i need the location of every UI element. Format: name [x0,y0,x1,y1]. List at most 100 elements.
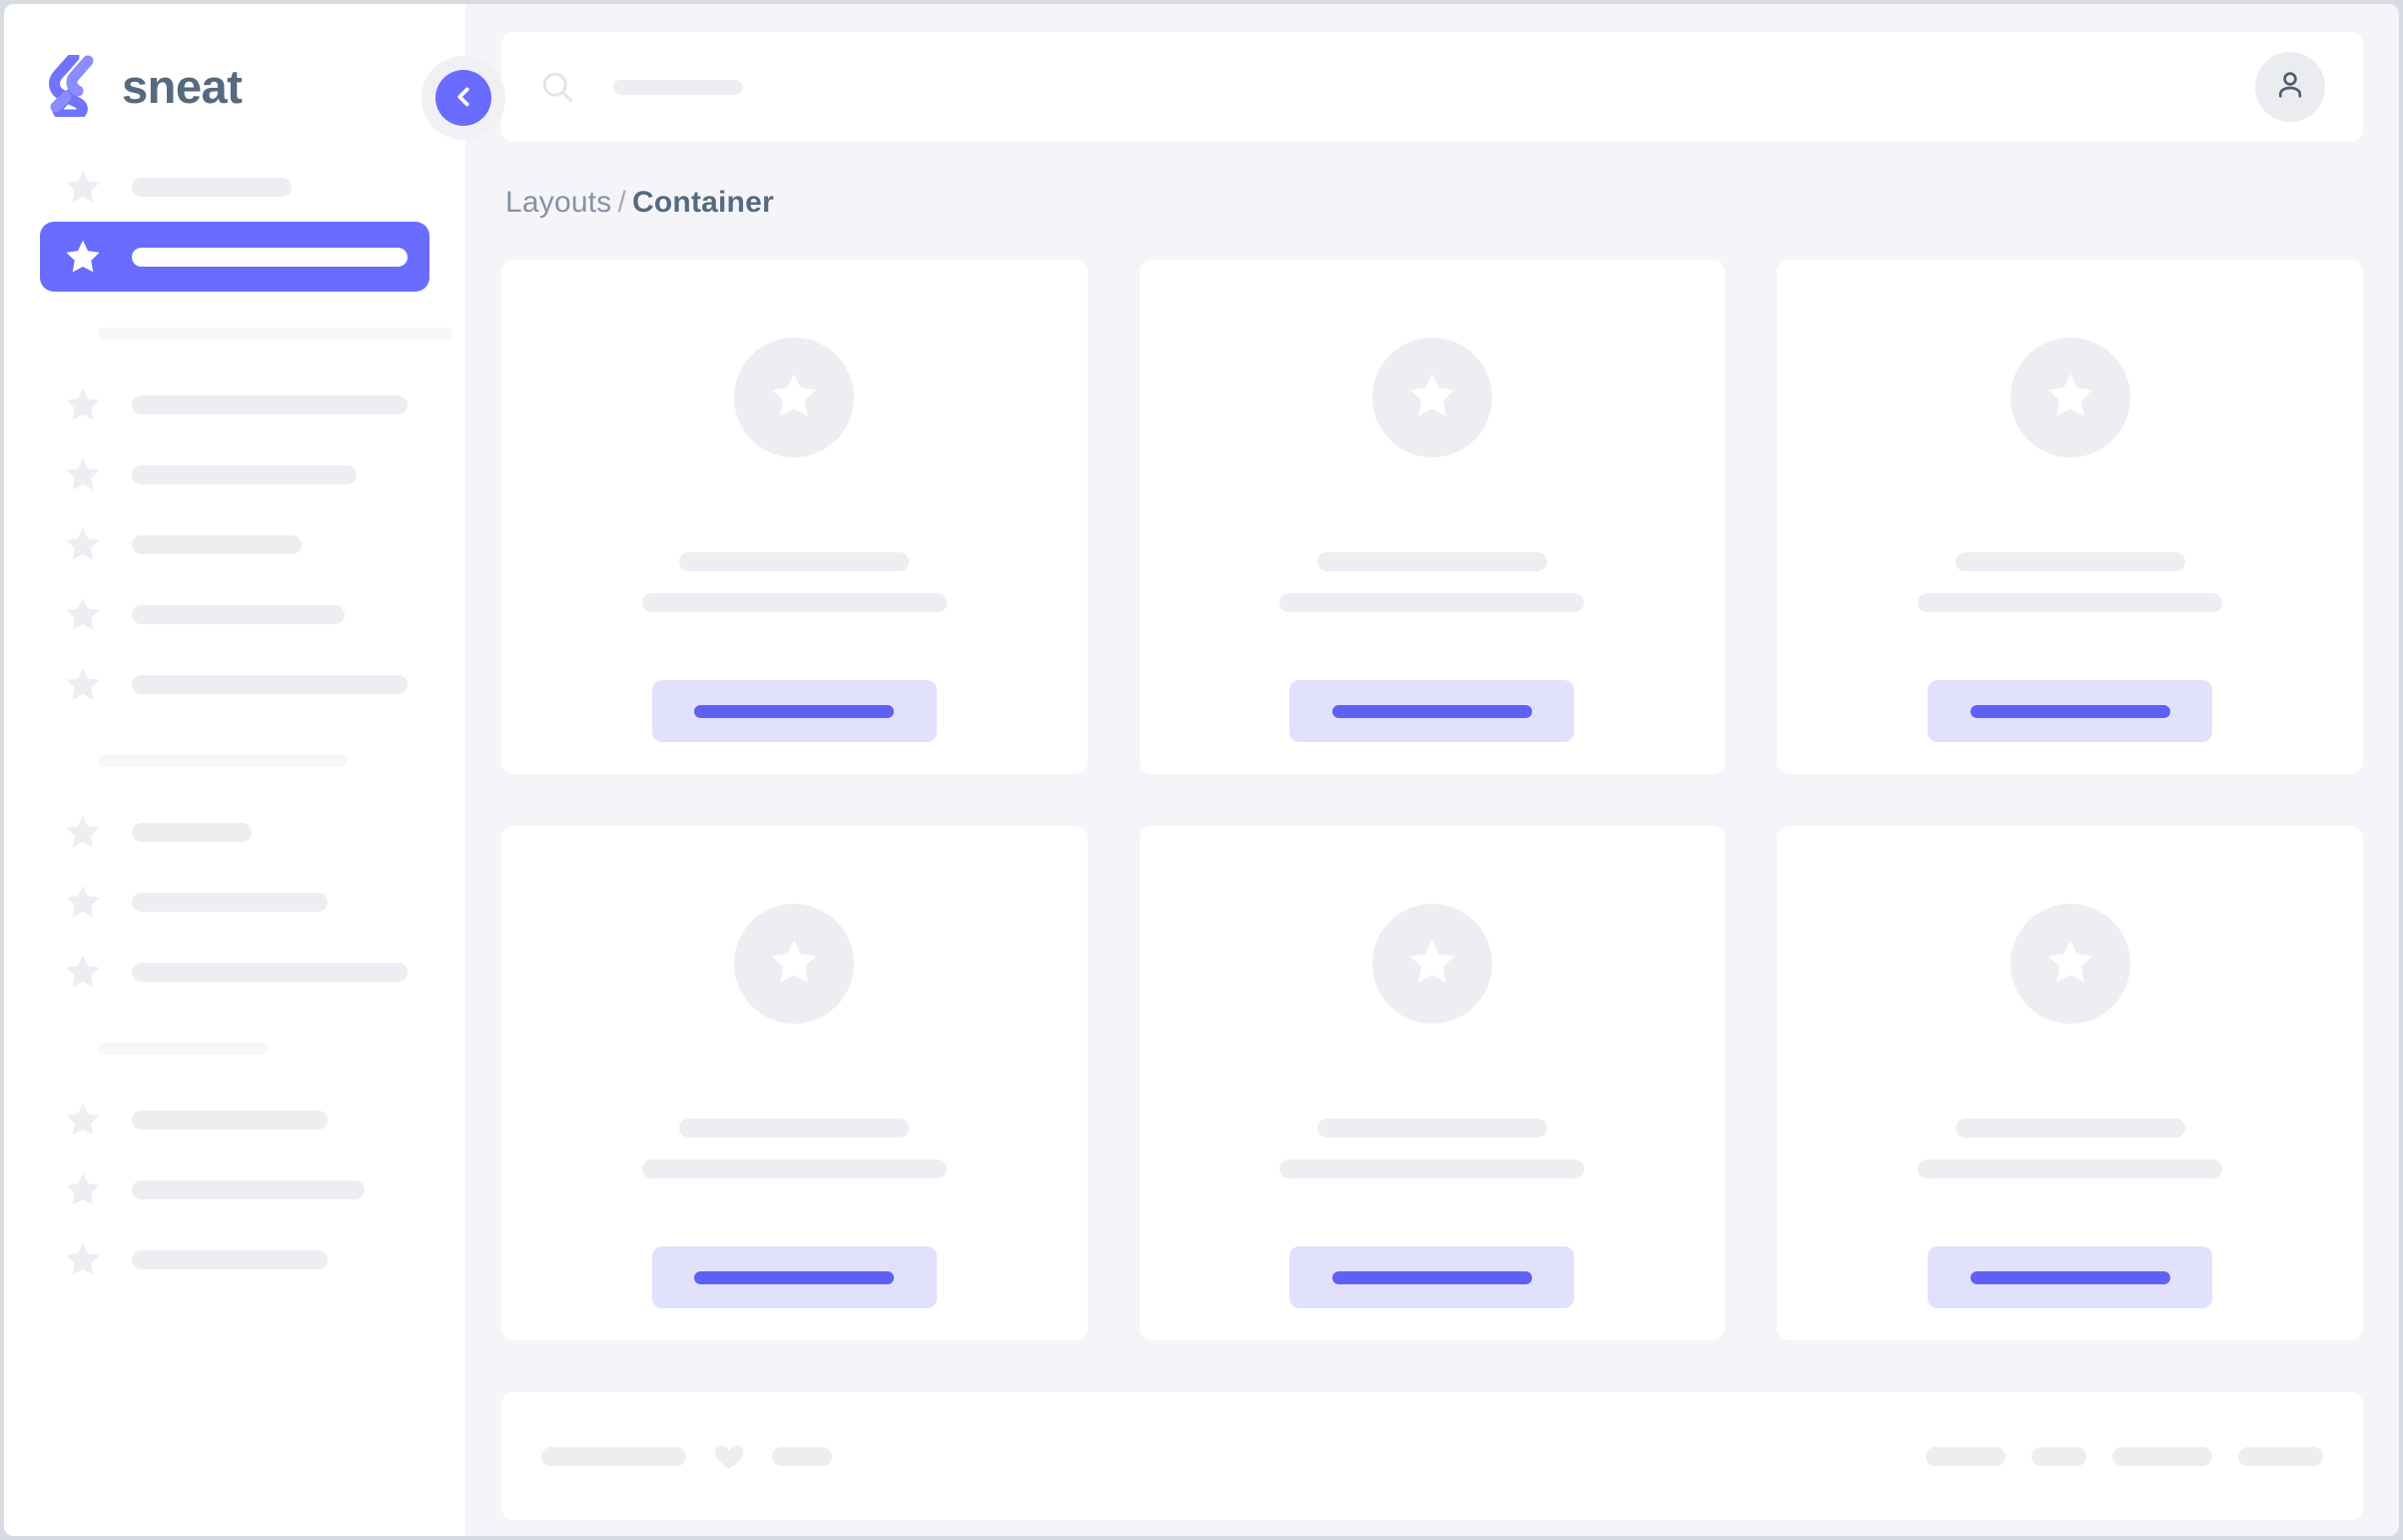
star-icon [62,1168,104,1210]
card-action-button[interactable] [1289,680,1575,742]
content-card [501,826,1088,1340]
breadcrumb: Layouts / Container [505,186,2363,220]
sidebar-item-label [132,464,357,484]
breadcrumb-parent[interactable]: Layouts [505,186,612,219]
footer-text-placeholder [541,1446,686,1466]
sidebar-item[interactable] [40,1085,429,1155]
card-subtitle-placeholder [1279,1159,1585,1178]
card-avatar [734,338,855,457]
sidebar-collapse-button[interactable] [435,70,491,126]
card-action-button-label [694,704,895,718]
user-icon [2272,67,2308,108]
star-icon [62,663,104,705]
card-avatar [1371,338,1492,457]
sidebar-item[interactable] [40,1155,429,1224]
card-action-button[interactable] [651,680,937,742]
sidebar-divider [98,755,348,767]
card-action-button-label [1331,704,1532,718]
star-icon [62,951,104,993]
footer-link-placeholder[interactable] [2031,1446,2086,1466]
card-action-button[interactable] [1289,1246,1575,1308]
card-action-button[interactable] [1928,1246,2213,1308]
star-icon [1404,934,1460,995]
content-card [1777,260,2363,774]
card-title-placeholder [679,552,910,571]
footer-link-placeholder[interactable] [2112,1446,2212,1466]
breadcrumb-current: Container [632,186,774,219]
brand[interactable]: sneat [4,40,465,132]
card-subtitle-placeholder [1918,593,2223,612]
star-icon [62,523,104,565]
sidebar-item-label [132,892,328,912]
star-icon [62,236,104,278]
card-avatar [734,904,855,1024]
content-card [1139,826,1726,1340]
sidebar-item[interactable] [40,797,429,867]
sidebar-item[interactable] [40,937,429,1007]
star-icon [766,368,822,428]
card-title-placeholder [1316,552,1547,571]
star-icon [62,881,104,923]
card-subtitle-placeholder [1279,593,1585,612]
sidebar-item-label [132,822,252,842]
sidebar-item-active[interactable] [40,222,429,292]
card-grid [501,260,2363,1340]
sidebar-item-label [132,247,407,267]
heart-icon [712,1439,746,1473]
card-action-button-label [1970,704,2170,718]
sidebar-item[interactable] [40,370,429,439]
sidebar-item-label [132,1179,365,1199]
search-input[interactable] [613,79,743,95]
search-icon [539,69,575,105]
card-action-button[interactable] [651,1246,937,1308]
footer [501,1392,2363,1520]
sidebar: sneat [4,4,505,1536]
star-icon [62,1238,104,1280]
sidebar-item[interactable] [40,1224,429,1294]
footer-link-placeholder[interactable] [2238,1446,2323,1466]
card-action-button-label [1970,1270,2170,1284]
footer-link-placeholder[interactable] [1926,1446,2005,1466]
card-action-button-label [694,1270,895,1284]
sidebar-divider [98,1043,268,1055]
app-frame: sneat [4,4,2399,1536]
star-icon [2042,368,2098,428]
footer-left [541,1439,832,1473]
sidebar-item-label [132,674,407,694]
footer-text-placeholder [772,1446,832,1466]
sidebar-item-label [132,534,302,554]
star-icon [1404,368,1460,428]
card-avatar [2009,338,2130,457]
card-action-button-label [1331,1270,1532,1284]
sidebar-item[interactable] [40,439,429,509]
star-icon [2042,934,2098,995]
main-content: Layouts / Container [465,4,2399,1536]
sidebar-item[interactable] [40,152,429,222]
content-card [1777,826,2363,1340]
card-title-placeholder [1955,552,2185,571]
star-icon [62,166,104,208]
sidebar-nav [4,152,465,1294]
sidebar-item-label [132,177,292,197]
content-card [1139,260,1726,774]
sidebar-item[interactable] [40,867,429,937]
sidebar-item[interactable] [40,649,429,719]
card-subtitle-placeholder [641,593,947,612]
card-action-button[interactable] [1928,680,2213,742]
breadcrumb-separator: / [617,186,627,219]
avatar[interactable] [2255,52,2325,122]
brand-name: sneat [122,59,243,113]
sidebar-item-label [132,962,407,982]
collapse-halo [421,56,505,140]
sidebar-divider [98,328,452,340]
card-title-placeholder [1316,1119,1547,1138]
card-subtitle-placeholder [641,1159,947,1178]
card-subtitle-placeholder [1918,1159,2223,1178]
star-icon [62,1099,104,1141]
search-bar[interactable] [539,69,2255,105]
card-avatar [2009,904,2130,1024]
star-icon [766,934,822,995]
sidebar-item[interactable] [40,509,429,579]
card-title-placeholder [679,1119,910,1138]
sidebar-item[interactable] [40,579,429,649]
